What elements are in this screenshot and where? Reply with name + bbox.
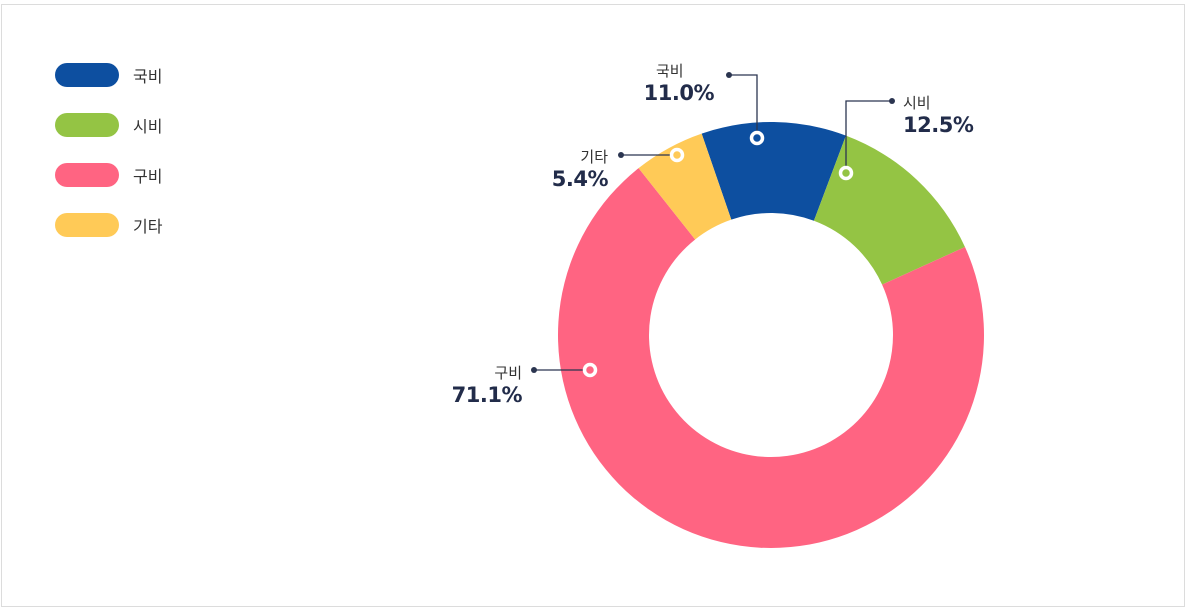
legend-label: 국비 — [133, 66, 163, 86]
leader-district-marker — [582, 362, 598, 378]
leader-national-line — [729, 74, 758, 138]
legend-item-city: 시비 — [55, 112, 162, 137]
label-value: 11.0% — [643, 81, 715, 105]
label-name: 국비 — [656, 62, 684, 80]
legend-swatch — [55, 62, 119, 87]
label-city: 시비 12.5% — [903, 92, 974, 137]
label-value: 5.4% — [551, 167, 609, 191]
label-district: 구비 71.1% — [450, 362, 523, 407]
legend-label: 시비 — [133, 116, 163, 136]
legend-item-other: 기타 — [55, 212, 162, 237]
leader-other-dot — [618, 152, 624, 158]
leader-city-line — [845, 100, 892, 173]
legend: 국비 시비 구비 기타 — [55, 62, 162, 262]
leader-district-dot — [531, 367, 537, 373]
leader-other-marker — [669, 147, 685, 163]
label-other: 기타 5.4% — [540, 146, 609, 191]
leader-city-marker — [838, 165, 854, 181]
leader-national-dot — [726, 72, 732, 78]
legend-label: 구비 — [133, 166, 163, 186]
legend-label: 기타 — [133, 216, 163, 236]
slice-national — [701, 122, 846, 221]
leader-city-dot — [889, 98, 895, 104]
label-name: 기타 — [580, 148, 608, 166]
legend-swatch — [55, 162, 119, 187]
label-name: 시비 — [903, 94, 931, 112]
slice-district — [558, 168, 985, 548]
legend-item-district: 구비 — [55, 162, 162, 187]
label-national: 국비 11.0% — [640, 60, 715, 105]
legend-swatch — [55, 112, 119, 137]
label-value: 12.5% — [903, 113, 974, 137]
legend-item-national: 국비 — [55, 62, 162, 87]
chart-frame — [1, 4, 1185, 607]
label-value: 71.1% — [451, 383, 523, 407]
slice-other — [638, 133, 732, 240]
legend-swatch — [55, 212, 119, 237]
label-name: 구비 — [494, 364, 522, 382]
leader-national-marker — [749, 130, 765, 146]
